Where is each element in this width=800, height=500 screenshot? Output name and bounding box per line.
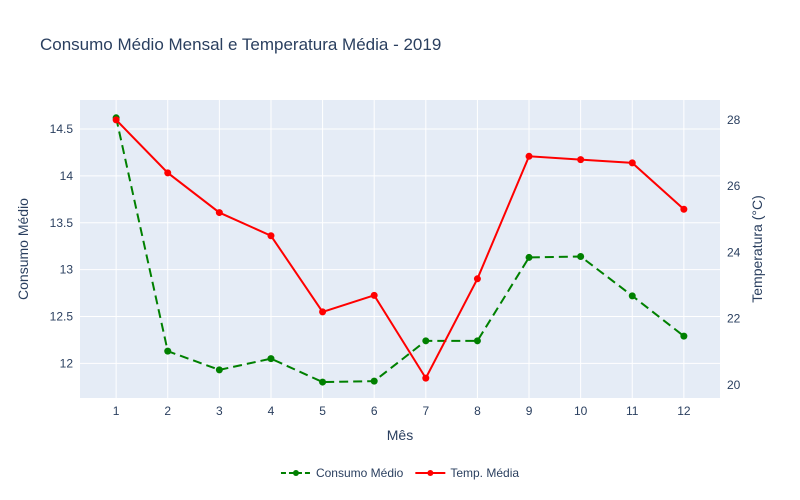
y2-tick-label: 26 (727, 179, 741, 193)
series-1-point[interactable] (473, 337, 481, 345)
x-tick-label: 9 (526, 404, 533, 418)
y-axis-title: Consumo Médio (15, 198, 31, 300)
x-tick-label: 11 (626, 404, 639, 418)
series-2-point[interactable] (370, 291, 378, 299)
y-tick-label: 14 (60, 169, 74, 183)
x-tick-label: 3 (216, 404, 223, 418)
y-tick-label: 13.5 (50, 216, 74, 230)
series-2-point[interactable] (215, 209, 223, 217)
legend: Consumo Médio Temp. Média (280, 466, 519, 480)
series-2-point[interactable] (422, 374, 430, 382)
series-line-2 (115, 119, 685, 381)
y-tick-label: 12 (60, 356, 74, 370)
grid (80, 100, 720, 398)
y2-tick-label: 28 (727, 113, 741, 127)
y2-tick-label: 24 (727, 245, 741, 259)
series-1-point[interactable] (680, 332, 688, 340)
y-axis-left: 12 12.5 13 13.5 14 14.5 (50, 122, 74, 370)
series-2-point[interactable] (112, 116, 120, 124)
series-1-point[interactable] (319, 378, 327, 386)
legend-label: Temp. Média (450, 466, 519, 480)
chart-title: Consumo Médio Mensal e Temperatura Média… (40, 35, 441, 54)
series-1-point[interactable] (215, 366, 223, 374)
series-2-point[interactable] (577, 156, 585, 164)
x-tick-label: 10 (574, 404, 588, 418)
series-layer (112, 114, 688, 386)
series-2-point[interactable] (319, 308, 327, 316)
series-1-point[interactable] (628, 292, 636, 300)
series-2-point[interactable] (628, 159, 636, 167)
series-2-point[interactable] (680, 205, 688, 213)
x-tick-label: 1 (113, 404, 120, 418)
series-line-1 (115, 117, 685, 384)
series-1-point[interactable] (164, 347, 172, 355)
legend-label: Consumo Médio (316, 466, 404, 480)
x-axis-title: Mês (387, 427, 413, 443)
series-1-point[interactable] (422, 337, 430, 345)
y-tick-label: 13 (60, 263, 74, 277)
y-tick-label: 12.5 (50, 309, 74, 323)
series-1-point[interactable] (267, 355, 275, 363)
x-tick-label: 12 (677, 404, 691, 418)
y-axis-right: 20 22 24 26 28 (727, 113, 741, 392)
series-2-point[interactable] (473, 275, 481, 283)
x-tick-label: 7 (422, 404, 429, 418)
series-1-point[interactable] (370, 377, 378, 385)
y2-tick-label: 22 (727, 312, 741, 326)
series-2-point[interactable] (267, 232, 275, 240)
x-axis: 1 2 3 4 5 6 7 8 9 10 11 12 (113, 404, 691, 418)
legend-item-2[interactable]: Temp. Média (415, 466, 519, 480)
y2-tick-label: 20 (727, 378, 741, 392)
x-tick-label: 4 (268, 404, 275, 418)
series-1-point[interactable] (577, 252, 585, 260)
legend-marker (427, 470, 434, 476)
plot-area (80, 100, 720, 398)
x-tick-label: 5 (319, 404, 326, 418)
legend-item-1[interactable]: Consumo Médio (280, 466, 404, 480)
series-2-point[interactable] (164, 169, 172, 177)
x-tick-label: 6 (371, 404, 378, 418)
series-1-point[interactable] (525, 253, 533, 261)
legend-marker (292, 470, 299, 476)
series-2-point[interactable] (525, 152, 533, 160)
x-tick-label: 2 (164, 404, 171, 418)
y-tick-label: 14.5 (50, 122, 74, 136)
y2-axis-title: Temperatura (°C) (749, 195, 765, 303)
x-tick-label: 8 (474, 404, 481, 418)
